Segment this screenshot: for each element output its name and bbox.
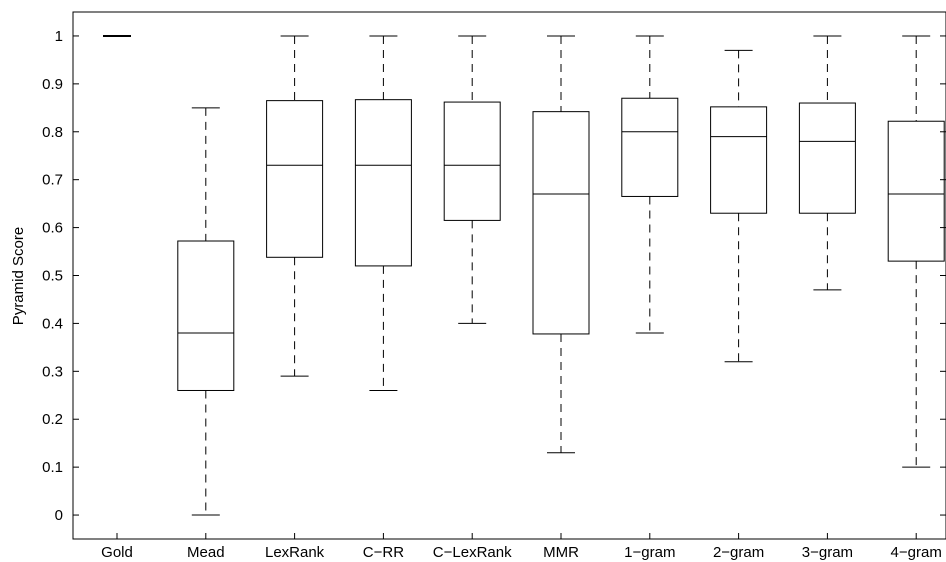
x-tick-label: MMR <box>543 544 579 561</box>
plot-area-frame <box>72 11 946 540</box>
x-tick-label: LexRank <box>265 544 325 561</box>
iqr-box <box>354 99 412 267</box>
y-tick-label: 0.6 <box>42 220 63 237</box>
x-axis-ticks: Gold Mead LexRank C−RR C−LexRank MMR 1−gram 2−g… <box>101 533 942 561</box>
box-9 <box>887 35 945 468</box>
box-7 <box>710 49 768 363</box>
x-tick-label: C−RR <box>363 544 404 561</box>
box-3 <box>354 35 412 391</box>
iqr-box <box>443 101 501 221</box>
y-tick-label: 0.1 <box>42 459 63 476</box>
iqr-box <box>887 120 945 262</box>
box-1 <box>177 107 235 516</box>
x-tick-label: C−LexRank <box>433 544 512 561</box>
iqr-box <box>266 100 324 258</box>
box-5 <box>532 35 590 454</box>
iqr-box <box>798 102 856 214</box>
y-tick-label: 0.2 <box>42 411 63 428</box>
box-6 <box>621 35 679 334</box>
y-tick-label: 0 <box>55 507 63 524</box>
y-axis-label: Pyramid Score <box>10 227 27 325</box>
x-tick-label: 2−gram <box>713 544 764 561</box>
x-tick-label: Mead <box>187 544 225 561</box>
box-2 <box>266 35 324 377</box>
box-4 <box>443 35 501 324</box>
x-tick-label: 4−gram <box>891 544 942 561</box>
iqr-box <box>177 240 235 391</box>
iqr-box <box>621 97 679 197</box>
x-tick-label: Gold <box>101 544 133 561</box>
y-tick-label: 0.3 <box>42 363 63 380</box>
y-tick-label: 0.5 <box>42 268 63 285</box>
y-tick-label: 0.4 <box>42 315 63 332</box>
iqr-box <box>532 111 590 335</box>
y-tick-label: 0.9 <box>42 76 63 93</box>
y-tick-label: 0.7 <box>42 172 63 189</box>
iqr-box <box>710 106 768 214</box>
y-tick-label: 0.8 <box>42 124 63 141</box>
y-axis-ticks: 0 0.1 0.2 0.3 0.4 0.5 0.6 0.7 0.8 0.9 1 <box>42 28 946 524</box>
x-tick-label: 3−gram <box>802 544 853 561</box>
boxes <box>103 34 945 516</box>
y-tick-label: 1 <box>55 28 63 45</box>
box-8 <box>798 35 856 291</box>
x-tick-label: 1−gram <box>624 544 675 561</box>
